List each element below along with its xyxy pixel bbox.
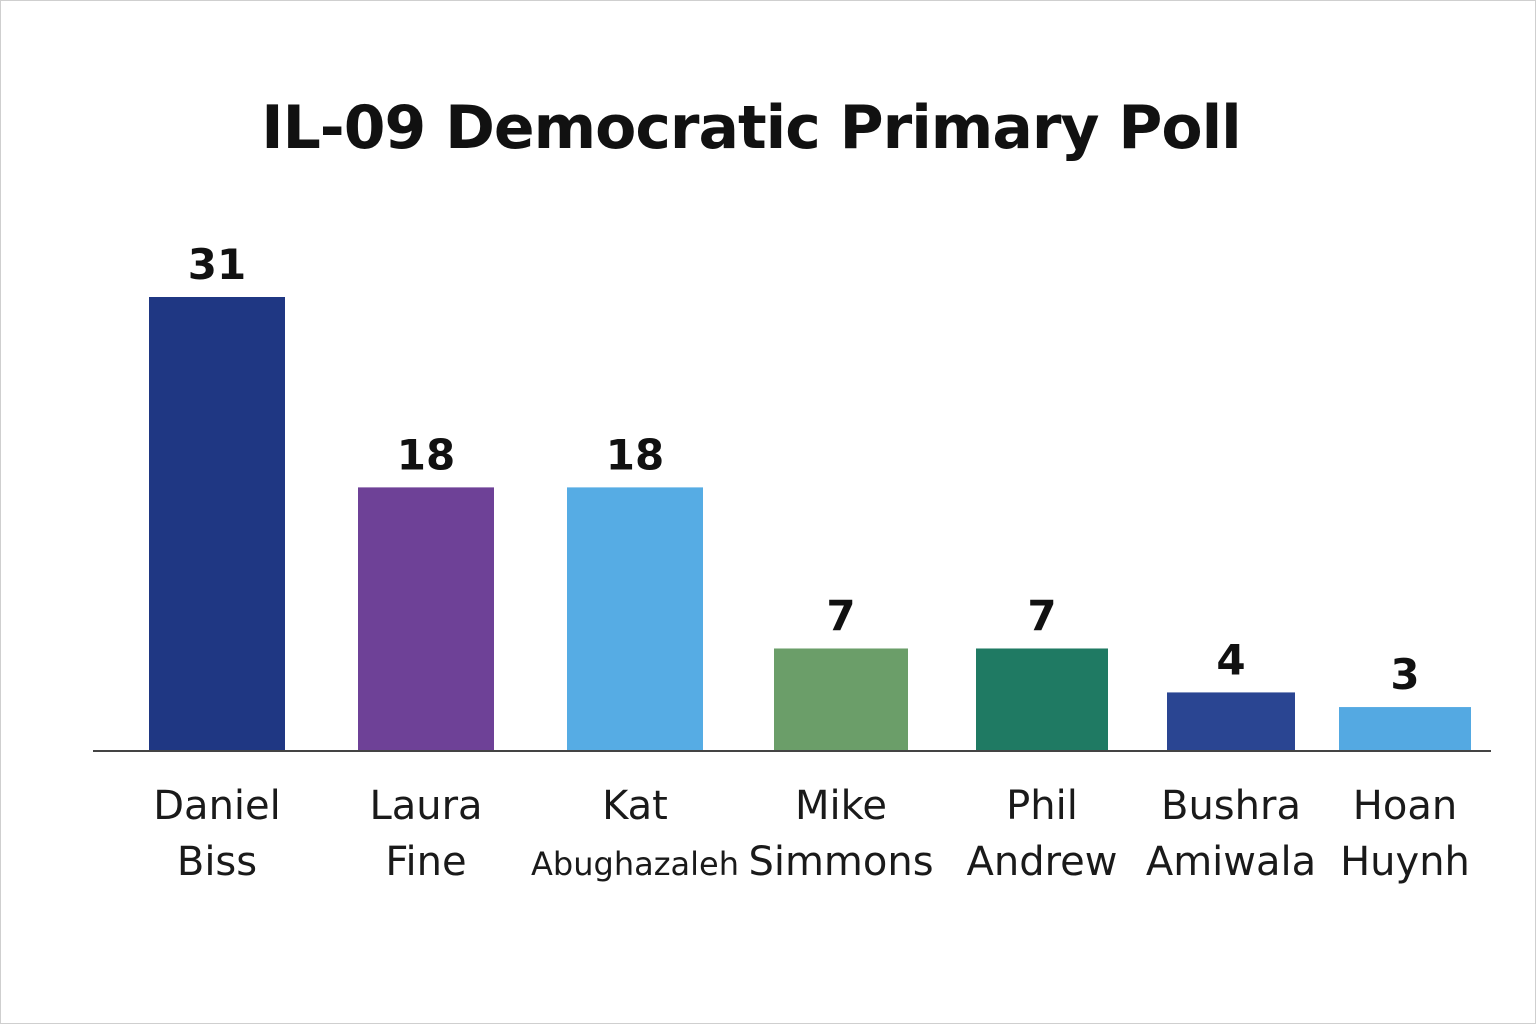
value-label-1: 31 xyxy=(188,240,246,289)
value-label-6: 4 xyxy=(1216,635,1245,684)
category-label-5-line-1: Phil xyxy=(1006,783,1078,829)
category-label-4-line-2: Simmons xyxy=(748,839,933,885)
category-label-3-line-1: Kat xyxy=(602,783,668,829)
value-labels-group: 31 18 18 7 7 4 3 xyxy=(188,240,1420,699)
value-label-3: 18 xyxy=(606,430,664,479)
category-label-2-line-2: Fine xyxy=(385,839,466,885)
bar-6 xyxy=(1167,692,1295,751)
category-label-6-line-2: Amiwala xyxy=(1146,839,1316,885)
category-label-5-line-2: Andrew xyxy=(967,839,1118,885)
category-labels-group: Daniel Biss Laura Fine Kat Abughazaleh Mike Sim… xyxy=(153,783,1470,885)
value-label-2: 18 xyxy=(397,430,455,479)
bar-3 xyxy=(567,487,703,751)
bar-4 xyxy=(774,648,908,751)
category-label-1-line-1: Daniel xyxy=(153,783,281,829)
value-label-5: 7 xyxy=(1027,591,1056,640)
bar-1 xyxy=(149,297,285,751)
category-label-4-line-1: Mike xyxy=(795,783,887,829)
category-label-7-line-1: Hoan xyxy=(1353,783,1457,829)
bar-7 xyxy=(1339,707,1471,751)
value-label-4: 7 xyxy=(826,591,855,640)
bar-2 xyxy=(358,487,494,751)
category-label-3-line-2: Abughazaleh xyxy=(531,845,739,883)
category-label-6-line-1: Bushra xyxy=(1161,783,1301,829)
value-label-7: 3 xyxy=(1390,650,1419,699)
chart-title: IL-09 Democratic Primary Poll xyxy=(261,93,1242,163)
category-label-1-line-2: Biss xyxy=(177,839,257,885)
category-label-7-line-2: Huynh xyxy=(1340,839,1470,885)
bar-5 xyxy=(976,648,1108,751)
category-label-2-line-1: Laura xyxy=(369,783,482,829)
bars-group xyxy=(149,297,1471,751)
